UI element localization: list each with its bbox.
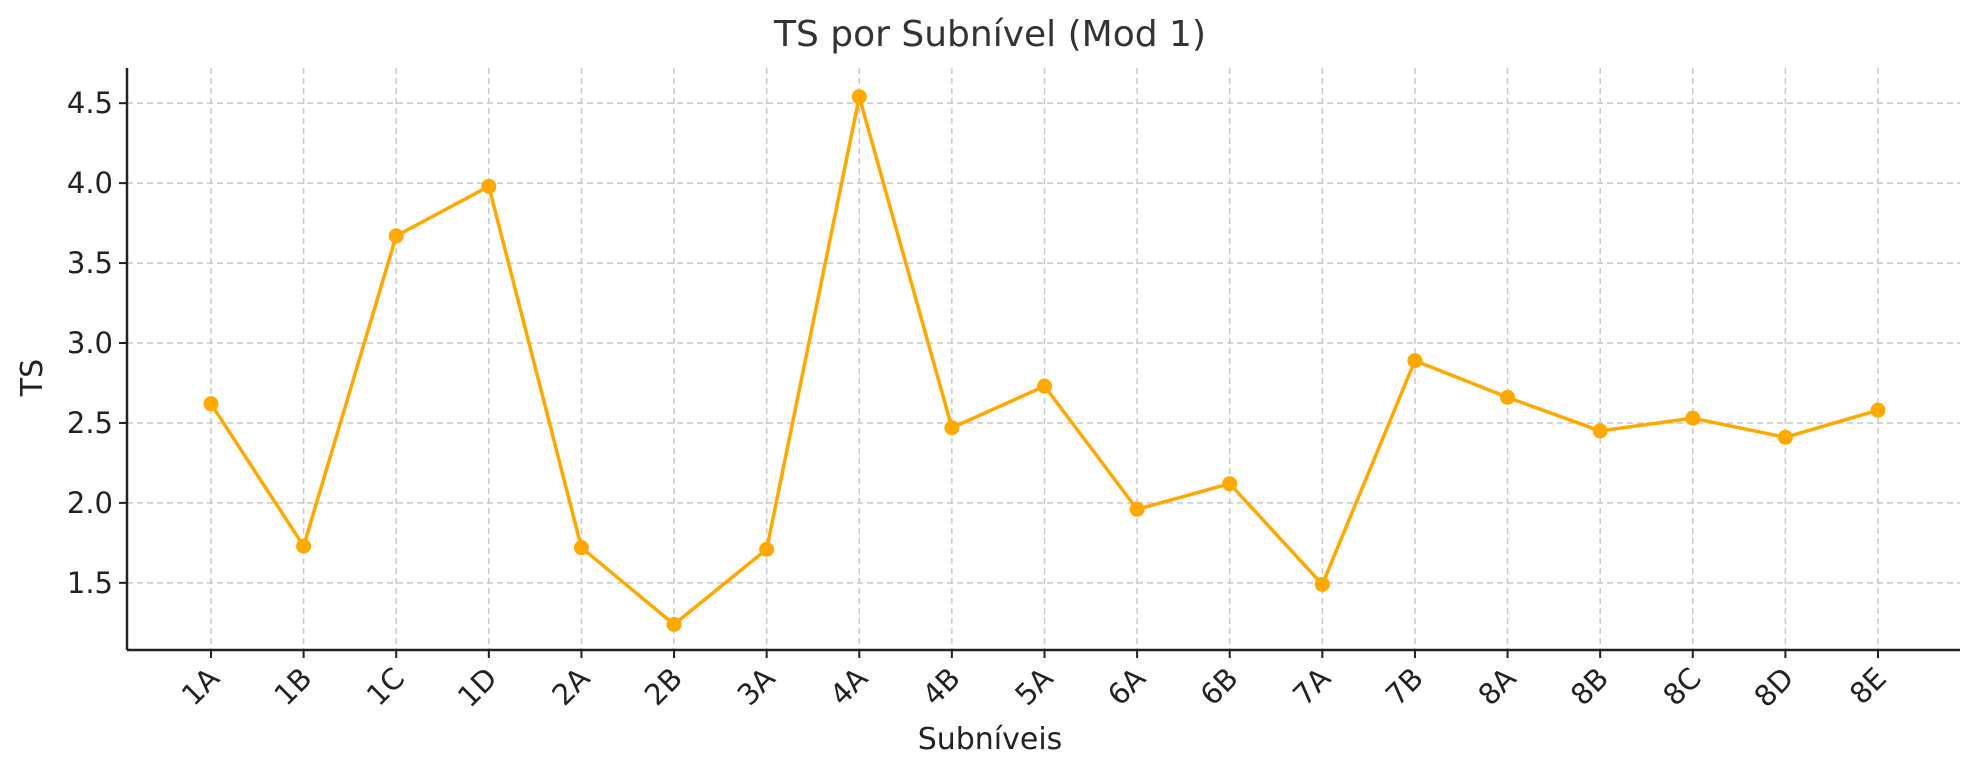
x-tick-label: 8E	[1843, 661, 1893, 711]
data-point	[1777, 429, 1793, 445]
data-point	[1870, 402, 1886, 418]
y-tick-label: 3.5	[67, 246, 113, 280]
data-point	[388, 228, 404, 244]
x-tick-label: 4B	[916, 661, 967, 712]
x-tick-label: 1A	[175, 661, 226, 712]
x-tick-label: 6A	[1101, 661, 1152, 712]
y-tick-label: 3.0	[67, 326, 113, 360]
x-tick-label: 1C	[360, 661, 411, 712]
data-point	[666, 616, 682, 632]
data-point	[851, 89, 867, 105]
x-axis-label: Subníveis	[917, 722, 1063, 757]
x-tick-label: 8D	[1747, 661, 1800, 714]
data-point	[296, 538, 312, 554]
x-tick-label: 1D	[451, 661, 504, 714]
x-tick-label: 3A	[730, 661, 781, 712]
data-point	[1407, 353, 1423, 369]
data-point	[1222, 476, 1238, 492]
x-tick-label: 1B	[267, 661, 318, 712]
x-tick-label: 7B	[1379, 661, 1430, 712]
data-point	[1685, 410, 1701, 426]
x-tick-label: 2B	[638, 661, 689, 712]
x-tick-label: 8B	[1564, 661, 1615, 712]
data-point	[1500, 389, 1516, 405]
x-tick-label: 8A	[1471, 661, 1522, 712]
data-point	[944, 420, 960, 436]
data-point	[1037, 378, 1052, 394]
x-tick-label: 7A	[1286, 661, 1337, 712]
y-tick-label: 2.0	[67, 486, 113, 520]
data-point	[1129, 501, 1145, 517]
y-tick-label: 1.5	[67, 566, 113, 600]
data-point	[573, 540, 589, 556]
data-point	[1592, 423, 1608, 439]
chart-title: TS por Subnível (Mod 1)	[773, 14, 1207, 55]
y-tick-label: 2.5	[67, 406, 113, 440]
y-tick-label: 4.0	[67, 166, 113, 200]
x-tick-label: 5A	[1008, 661, 1059, 712]
data-point	[1314, 576, 1330, 592]
x-tick-label: 2A	[545, 661, 596, 712]
x-tick-label: 4A	[823, 661, 874, 712]
x-tick-label: 8C	[1656, 661, 1707, 712]
data-point	[481, 178, 497, 194]
x-tick-label: 6B	[1194, 661, 1245, 712]
y-tick-label: 4.5	[67, 86, 113, 120]
data-point	[759, 541, 775, 557]
data-point	[203, 396, 219, 412]
